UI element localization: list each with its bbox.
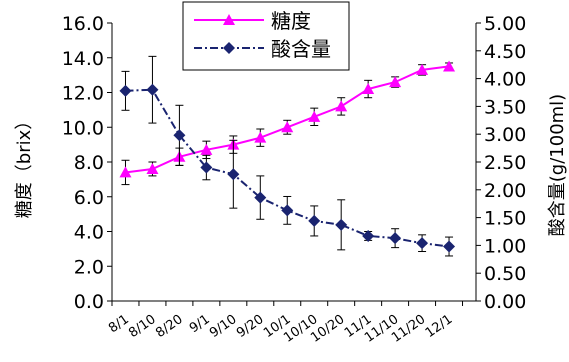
x-tick-label: 8/10 xyxy=(126,312,159,341)
y-left-tick-label: 6.0 xyxy=(74,187,104,209)
y-right-axis-label: 酸含量(g/100ml) xyxy=(547,94,568,236)
series-line-0 xyxy=(125,65,450,174)
series-1-point xyxy=(335,218,348,231)
x-tick-label: 9/20 xyxy=(234,312,267,341)
legend-sugar-marker xyxy=(223,14,235,25)
legend-frame xyxy=(182,1,350,71)
y-left-axis-label: 糖度（brix） xyxy=(14,112,35,218)
series-1-point xyxy=(200,161,213,174)
series-0-point xyxy=(281,121,294,133)
legend: 糖度 酸含量 xyxy=(182,1,350,71)
series-1-point xyxy=(389,232,402,245)
y-right-tick-label: 3.00 xyxy=(484,124,526,146)
series-0-point xyxy=(362,83,375,95)
series-1-point xyxy=(362,229,375,242)
series-1-point xyxy=(416,237,429,250)
legend-acid-marker xyxy=(223,42,235,54)
y-left-tick-label: 10.0 xyxy=(62,117,104,139)
series-0-point xyxy=(389,76,402,88)
series-1-point xyxy=(308,214,321,227)
y-left-tick-label: 2.0 xyxy=(74,256,104,278)
series-0-point xyxy=(200,143,213,155)
y-right-tick-label: 4.50 xyxy=(484,41,526,63)
legend-acid-label: 酸含量 xyxy=(271,37,331,61)
y-left-tick-label: 12.0 xyxy=(62,83,104,105)
series-1-point xyxy=(254,191,267,204)
series-0-point xyxy=(416,63,429,75)
legend-sugar-label: 糖度 xyxy=(271,9,311,33)
series-0-point xyxy=(254,131,267,143)
y-left-tick-label: 16.0 xyxy=(62,13,104,35)
y-left-tick-label: 8.0 xyxy=(74,152,104,174)
series-1-point xyxy=(119,84,132,97)
y-left-tick-label: 0.0 xyxy=(74,291,104,313)
series-1-point xyxy=(443,240,456,253)
y-right-tick-label: 1.50 xyxy=(484,208,526,230)
x-tick-label: 12/1 xyxy=(423,312,456,341)
x-tick-label: 8/20 xyxy=(153,312,186,341)
y-right-tick-label: 4.00 xyxy=(484,69,526,91)
series-1-point xyxy=(281,204,294,217)
y-left-tick-label: 4.0 xyxy=(74,222,104,244)
series-1-point xyxy=(173,129,186,142)
series-0-point xyxy=(146,162,159,174)
y-right-tick-label: 0.00 xyxy=(484,291,526,313)
y-right-tick-label: 5.00 xyxy=(484,13,526,35)
axes-group: 0.0 2.0 4.0 6.0 8.0 10.0 12.0 14.0 16.0 0.00 0.50 1… xyxy=(62,13,527,346)
series-1-point xyxy=(146,83,159,96)
series-0-point xyxy=(335,100,348,112)
series-0-point xyxy=(443,60,456,72)
series-1-point xyxy=(227,168,240,181)
x-tick-label: 9/10 xyxy=(207,312,240,341)
y-right-tick-label: 1.00 xyxy=(484,235,526,257)
series-0-point xyxy=(308,110,321,122)
y-left-tick-label: 14.0 xyxy=(62,48,104,70)
y-right-tick-label: 2.50 xyxy=(484,152,526,174)
series-marks xyxy=(119,55,456,257)
y-right-tick-label: 0.50 xyxy=(484,263,526,285)
y-right-tick-label: 2.00 xyxy=(484,180,526,202)
series-0-point xyxy=(119,166,132,178)
y-right-tick-label: 3.50 xyxy=(484,96,526,118)
